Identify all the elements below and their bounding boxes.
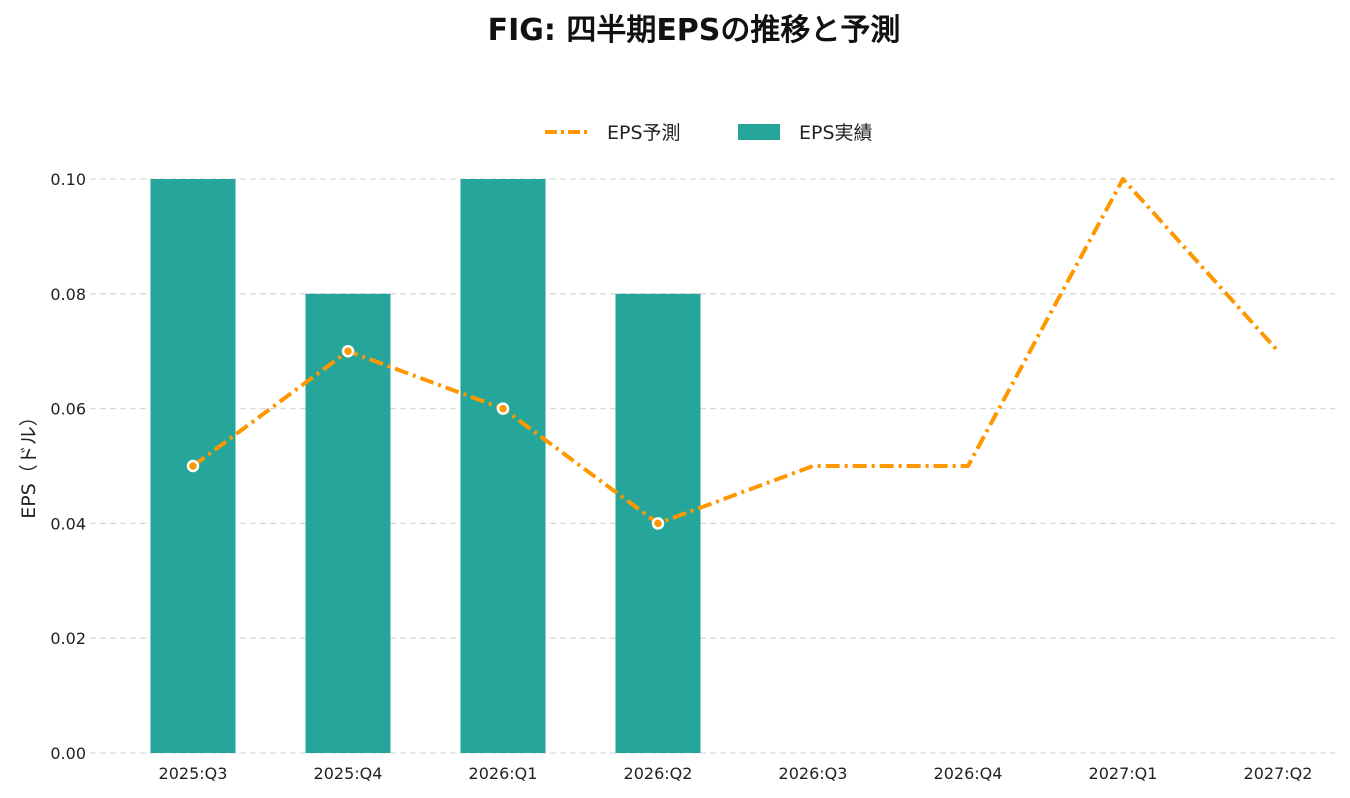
- x-tick-label: 2025:Q4: [314, 764, 383, 783]
- y-tick-label: 0.02: [50, 629, 86, 648]
- x-tick-label: 2026:Q2: [624, 764, 693, 783]
- x-tick-label: 2027:Q1: [1089, 764, 1158, 783]
- legend-forecast-label: EPS予測: [607, 122, 681, 144]
- x-tick-label: 2027:Q2: [1244, 764, 1313, 783]
- forecast-point: [186, 459, 200, 473]
- x-axis-ticks: 2025:Q3 2025:Q4 2026:Q1 2026:Q2 2026:Q3 2026:…: [159, 764, 1313, 783]
- chart-title: FIG: 四半期EPSの推移と予測: [488, 13, 901, 48]
- x-tick-label: 2025:Q3: [159, 764, 228, 783]
- grid-lines: [90, 178, 1335, 754]
- forecast-point: [341, 344, 355, 358]
- bar-actual: [305, 293, 391, 753]
- forecast-point: [651, 517, 665, 530]
- legend-actual-label: EPS実績: [799, 122, 873, 144]
- legend-item-actual: EPS実績: [738, 122, 873, 144]
- forecast-line-path: [191, 177, 1280, 526]
- forecast-line: [186, 177, 1280, 530]
- bars: [150, 179, 701, 753]
- legend: EPS予測 EPS実績: [545, 122, 873, 144]
- forecast-point: [496, 402, 510, 415]
- x-tick-label: 2026:Q1: [469, 764, 538, 783]
- y-tick-label: 0.08: [50, 285, 86, 304]
- y-axis-label: EPS（ドル）: [18, 407, 40, 519]
- y-tick-label: 0.00: [50, 744, 86, 763]
- y-axis-ticks: 0.00 0.02 0.04 0.06 0.08 0.10: [50, 170, 86, 763]
- legend-item-forecast: EPS予測: [545, 122, 681, 144]
- y-tick-label: 0.10: [50, 170, 86, 189]
- x-tick-label: 2026:Q3: [779, 764, 848, 783]
- y-tick-label: 0.06: [50, 400, 86, 419]
- x-tick-label: 2026:Q4: [934, 764, 1003, 783]
- legend-actual-swatch: [738, 124, 780, 140]
- bar-actual: [460, 179, 546, 753]
- y-tick-label: 0.04: [50, 514, 86, 533]
